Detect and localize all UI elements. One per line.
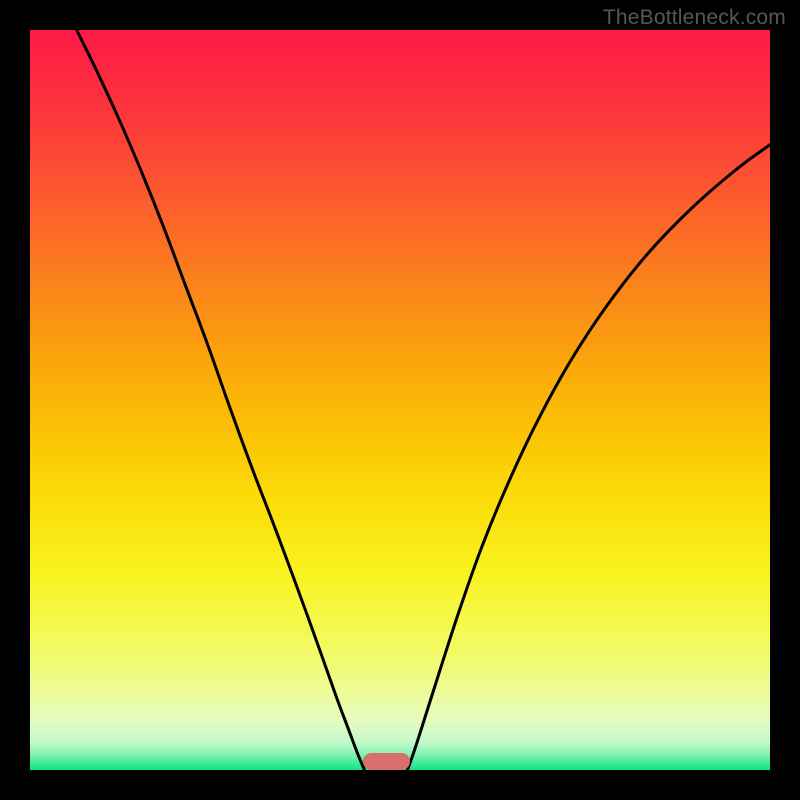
watermark-text: TheBottleneck.com (603, 6, 786, 30)
chart-plot-area (30, 30, 770, 770)
left-curve (77, 30, 365, 770)
right-curve (407, 145, 770, 770)
chart-curves (30, 30, 770, 770)
bottleneck-marker (363, 753, 410, 770)
